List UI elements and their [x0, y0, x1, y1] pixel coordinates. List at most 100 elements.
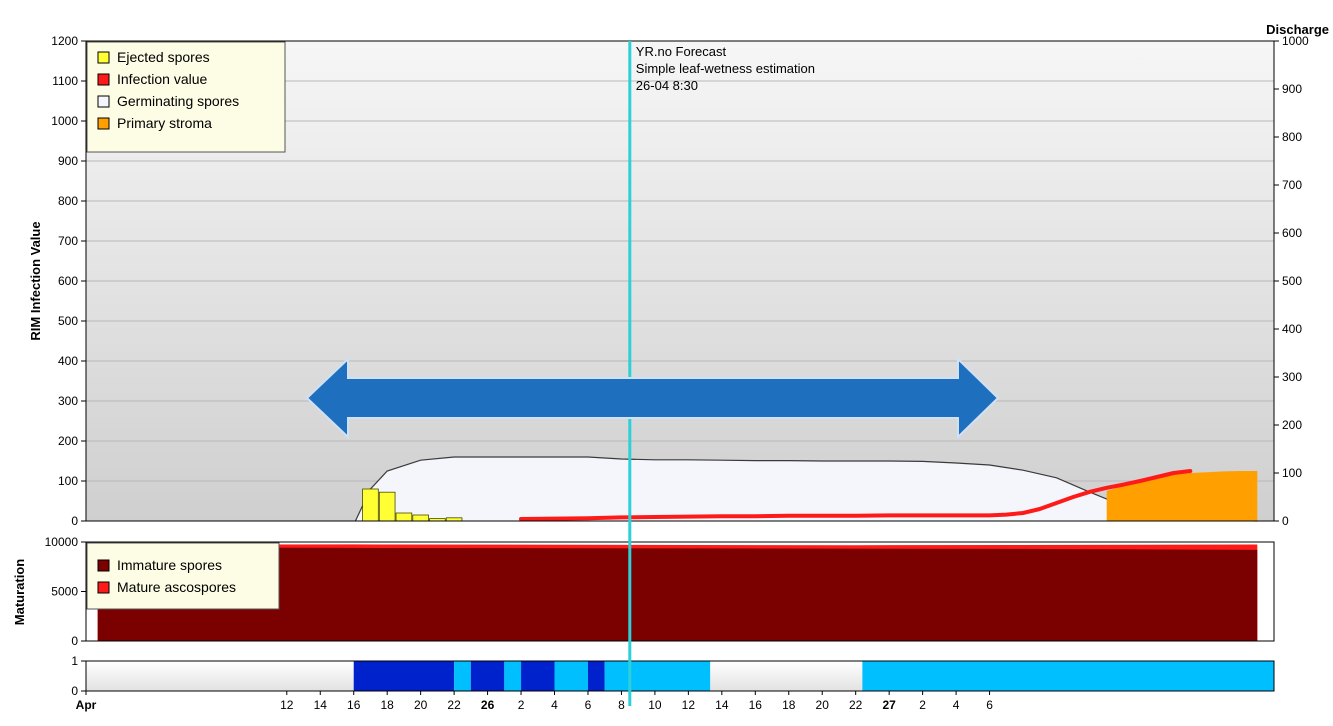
main-legend-label: Primary stroma [117, 115, 212, 131]
wetness-segment-dark [470, 661, 505, 691]
wetness-segment-light [504, 661, 522, 691]
y2-tick-label: 400 [1282, 322, 1302, 336]
y-tick-label: 500 [58, 314, 78, 328]
y2-axis-title: Discharge [1266, 22, 1329, 37]
maturation-legend-swatch [97, 581, 110, 594]
x-tick-label: 12 [280, 698, 294, 712]
forecast-annotation-line: YR.no Forecast [636, 44, 727, 59]
ejected-spores-bar [412, 514, 429, 522]
forecast-annotation-line: Simple leaf-wetness estimation [636, 61, 815, 76]
x-tick-label: 16 [749, 698, 763, 712]
y2-tick-label: 1000 [1282, 34, 1309, 48]
y-tick-label: 600 [58, 274, 78, 288]
germinating-spores-area [355, 457, 1258, 521]
double-headed-arrow [305, 356, 1000, 440]
x-tick-label: 2 [919, 698, 926, 712]
x-tick-label: 20 [414, 698, 428, 712]
y-tick-label: 400 [58, 354, 78, 368]
main-legend-box [86, 41, 286, 153]
x-tick-label: 26 [481, 698, 495, 712]
wetness-segment-dark [587, 661, 605, 691]
wetness-y-tick-label: 0 [71, 684, 78, 698]
maturation-y-tick-label: 0 [71, 634, 78, 648]
x-tick-label: 22 [447, 698, 461, 712]
y-tick-label: 1000 [51, 114, 78, 128]
y-tick-label: 700 [58, 234, 78, 248]
wetness-plot-frame [85, 660, 1275, 692]
x-tick-label: 22 [849, 698, 863, 712]
legends: Ejected spores Infection value Germinating… [86, 41, 286, 610]
x-tick-label: 6 [986, 698, 993, 712]
maturation-legend: Immature spores Mature ascospores [86, 542, 280, 610]
x-tick-label: Apr [76, 698, 97, 712]
maturation-legend-label: Mature ascospores [117, 579, 236, 595]
main-legend-label: Germinating spores [117, 93, 239, 109]
ejected-spores-bar [395, 512, 413, 522]
primary-stroma-area [1106, 471, 1258, 521]
maturation-axis-title: Maturation [12, 559, 27, 626]
maturation-legend-box [86, 542, 280, 610]
y2-tick-label: 900 [1282, 82, 1302, 96]
x-tick-label: 12 [682, 698, 696, 712]
x-tick-label: 2 [518, 698, 525, 712]
maturation-legend-swatch [97, 559, 110, 572]
wetness-segment-light [862, 661, 1274, 691]
forecast-annotation-line: 26-04 8:30 [636, 78, 698, 93]
y2-tick-label: 600 [1282, 226, 1302, 240]
main-legend-swatch [97, 73, 110, 86]
y-axis-title: RIM Infection Value [28, 221, 43, 340]
maturation-y-tick-label: 10000 [45, 535, 79, 549]
x-tick-label: 14 [715, 698, 729, 712]
main-legend-label: Infection value [117, 71, 207, 87]
y-tick-label: 1200 [51, 34, 78, 48]
y-tick-label: 100 [58, 474, 78, 488]
x-tick-label: 6 [585, 698, 592, 712]
wetness-segment-light [554, 661, 588, 691]
main-legend-swatch [97, 51, 110, 64]
ejected-spores-bar [362, 488, 379, 522]
main-legend-label: Ejected spores [117, 49, 210, 65]
y2-tick-label: 0 [1282, 514, 1289, 528]
y-tick-label: 300 [58, 394, 78, 408]
main-legend-swatch [97, 95, 110, 108]
x-tick-label: 4 [551, 698, 558, 712]
ejected-spores-bar [378, 491, 396, 522]
infection-value-line [519, 469, 1193, 521]
x-tick-label: 4 [953, 698, 960, 712]
x-tick-label: 20 [816, 698, 830, 712]
main-legend: Ejected spores Infection value Germinating… [86, 41, 286, 153]
data-marks [97, 456, 1274, 691]
y-tick-label: 800 [58, 194, 78, 208]
axes: 0100200300400500600700800900100011001200… [12, 22, 1329, 712]
immature-spores-area [97, 544, 1258, 641]
x-tick-label: 16 [347, 698, 361, 712]
germinating-spores-line [354, 456, 1258, 522]
wetness-segment-dark [521, 661, 555, 691]
maturation-legend-label: Immature spores [117, 557, 222, 573]
overlays: YR.no Forecast Simple leaf-wetness estima… [305, 41, 1000, 706]
main-legend-swatch [97, 117, 110, 130]
y-tick-label: 0 [71, 514, 78, 528]
y2-tick-label: 300 [1282, 370, 1302, 384]
x-tick-label: 10 [648, 698, 662, 712]
wetness-segment-dark [353, 661, 455, 691]
y2-tick-label: 100 [1282, 466, 1302, 480]
wetness-segment-light [604, 661, 711, 691]
y-tick-label: 1100 [52, 74, 78, 88]
wetness-segment-light [454, 661, 471, 691]
y-tick-label: 900 [58, 154, 78, 168]
x-tick-label: 18 [381, 698, 395, 712]
wetness-y-tick-label: 1 [71, 654, 78, 668]
y2-tick-label: 200 [1282, 418, 1302, 432]
y2-tick-label: 700 [1282, 178, 1302, 192]
y2-tick-label: 800 [1282, 130, 1302, 144]
x-tick-label: 18 [782, 698, 796, 712]
y2-tick-label: 500 [1282, 274, 1302, 288]
y-tick-label: 200 [58, 434, 78, 448]
x-tick-label: 14 [314, 698, 328, 712]
x-tick-label: 27 [882, 698, 896, 712]
x-tick-label: 8 [618, 698, 625, 712]
maturation-y-tick-label: 5000 [51, 585, 78, 599]
